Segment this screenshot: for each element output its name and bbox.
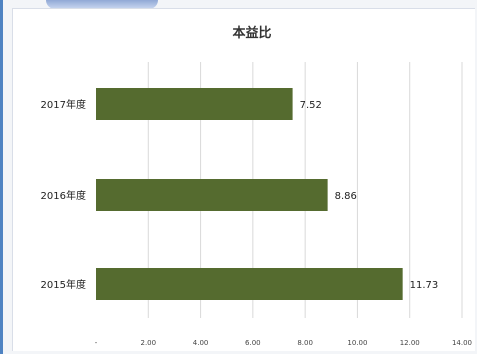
top-tab-decoration bbox=[46, 0, 158, 9]
data-label: 11.73 bbox=[410, 280, 439, 291]
chart-title: 本益比 bbox=[232, 26, 272, 41]
category-label: 2016年度 bbox=[41, 189, 86, 202]
x-tick-label: 10.00 bbox=[347, 339, 367, 347]
bar bbox=[96, 179, 328, 211]
bar-layer bbox=[96, 88, 403, 300]
x-tick-label: - bbox=[95, 339, 98, 347]
x-tick-label: 8.00 bbox=[297, 339, 313, 347]
x-tick-label: 12.00 bbox=[400, 339, 420, 347]
left-panel-edge bbox=[0, 0, 3, 354]
x-tick-label: 6.00 bbox=[245, 339, 261, 347]
label-layer: - 2.00 4.00 6.00 8.00 10.00 12.00 14.00 2017年度 7.… bbox=[41, 98, 472, 347]
category-label: 2017年度 bbox=[41, 98, 86, 111]
x-tick-label: 2.00 bbox=[140, 339, 156, 347]
x-tick-label: 14.00 bbox=[452, 339, 472, 347]
data-label: 8.86 bbox=[335, 191, 357, 202]
x-tick-label: 4.00 bbox=[193, 339, 209, 347]
data-label: 7.52 bbox=[300, 100, 322, 111]
bar bbox=[96, 268, 403, 300]
category-label: 2015年度 bbox=[41, 278, 86, 291]
bar bbox=[96, 88, 293, 120]
